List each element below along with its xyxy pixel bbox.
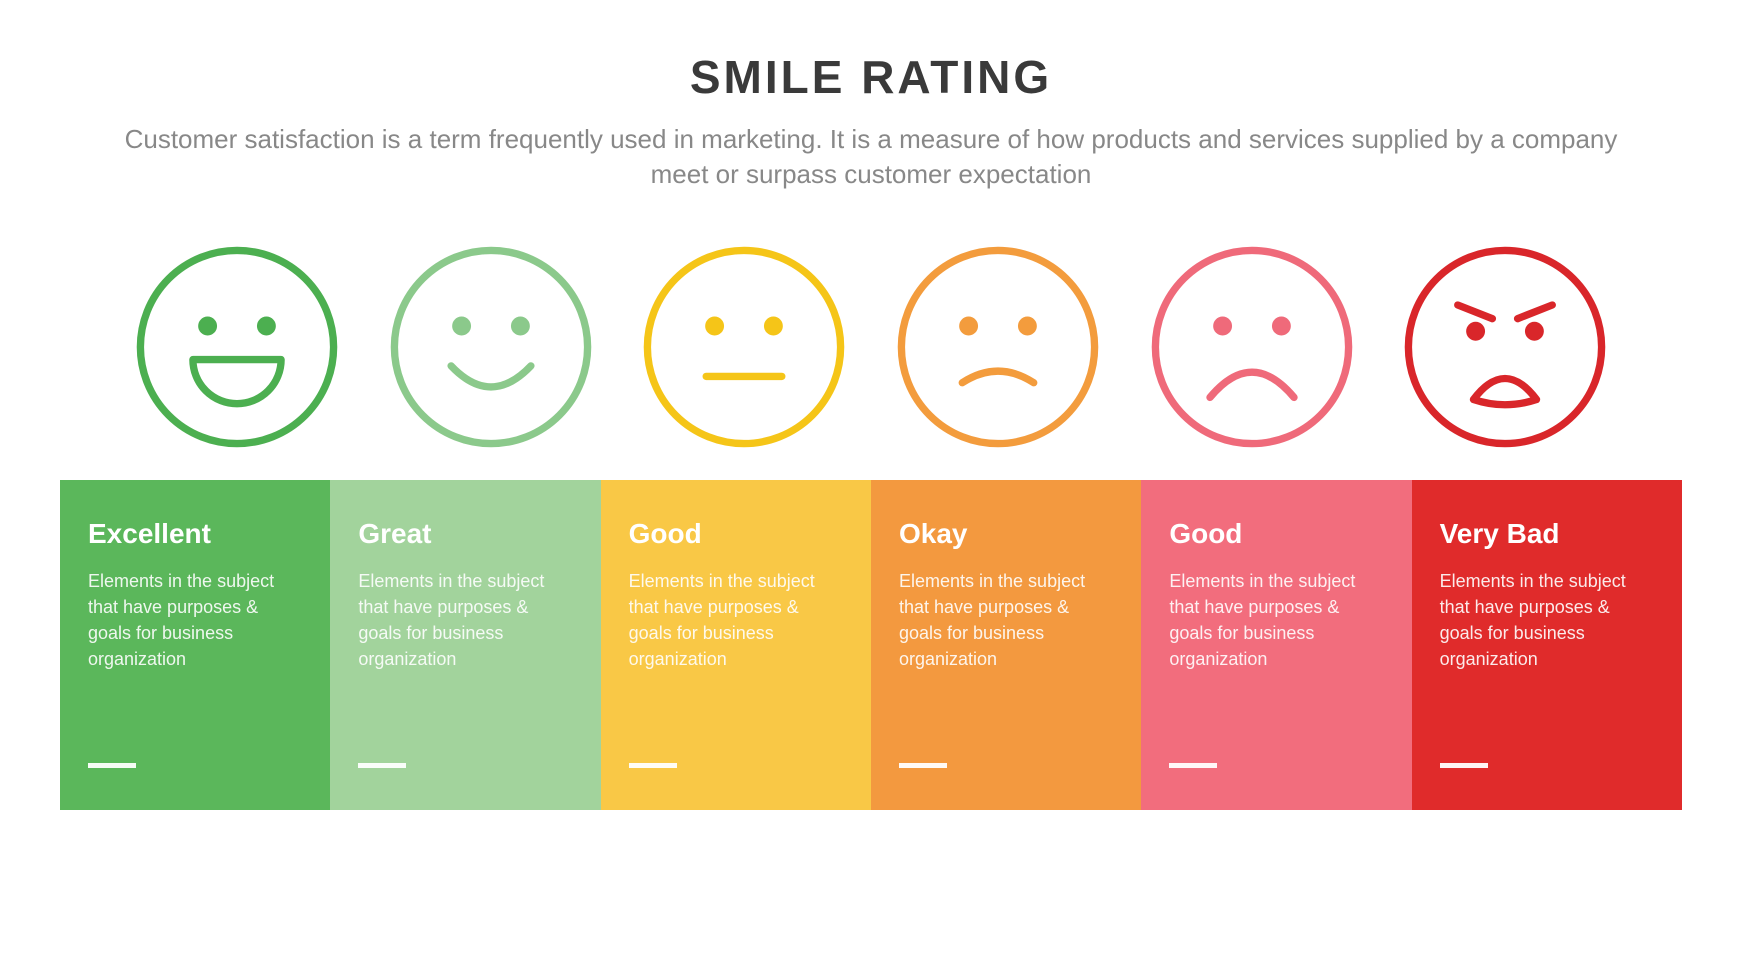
card-underline — [1440, 763, 1488, 768]
face-cell — [1125, 242, 1379, 452]
card-underline — [899, 763, 947, 768]
card-title: Excellent — [88, 518, 302, 550]
neutral-face-icon — [639, 242, 849, 452]
card-description: Elements in the subject that have purpos… — [1169, 568, 1383, 672]
header: SMILE RATING Customer satisfaction is a … — [60, 50, 1682, 192]
face-cell — [364, 242, 618, 452]
frown-face-icon — [1147, 242, 1357, 452]
card-title: Very Bad — [1440, 518, 1654, 550]
card-description: Elements in the subject that have purpos… — [899, 568, 1113, 672]
card-description: Elements in the subject that have purpos… — [358, 568, 572, 672]
rating-card: Very Bad Elements in the subject that ha… — [1412, 480, 1682, 810]
card-underline — [88, 763, 136, 768]
card-underline — [358, 763, 406, 768]
rating-card: Great Elements in the subject that have … — [330, 480, 600, 810]
face-cell — [871, 242, 1125, 452]
face-cell — [617, 242, 871, 452]
page-title: SMILE RATING — [60, 50, 1682, 104]
card-underline — [1169, 763, 1217, 768]
face-cell — [1378, 242, 1632, 452]
card-description: Elements in the subject that have purpos… — [629, 568, 843, 672]
cards-row: Excellent Elements in the subject that h… — [60, 480, 1682, 810]
smile-face-icon — [386, 242, 596, 452]
faces-row — [60, 242, 1682, 452]
card-title: Okay — [899, 518, 1113, 550]
card-description: Elements in the subject that have purpos… — [1440, 568, 1654, 672]
face-cell — [110, 242, 364, 452]
slight-frown-face-icon — [893, 242, 1103, 452]
rating-card: Good Elements in the subject that have p… — [1141, 480, 1411, 810]
rating-card: Excellent Elements in the subject that h… — [60, 480, 330, 810]
grin-face-icon — [132, 242, 342, 452]
rating-card: Okay Elements in the subject that have p… — [871, 480, 1141, 810]
card-description: Elements in the subject that have purpos… — [88, 568, 302, 672]
angry-face-icon — [1400, 242, 1610, 452]
card-title: Good — [1169, 518, 1383, 550]
card-title: Good — [629, 518, 843, 550]
page-subtitle: Customer satisfaction is a term frequent… — [121, 122, 1621, 192]
card-title: Great — [358, 518, 572, 550]
rating-card: Good Elements in the subject that have p… — [601, 480, 871, 810]
card-underline — [629, 763, 677, 768]
